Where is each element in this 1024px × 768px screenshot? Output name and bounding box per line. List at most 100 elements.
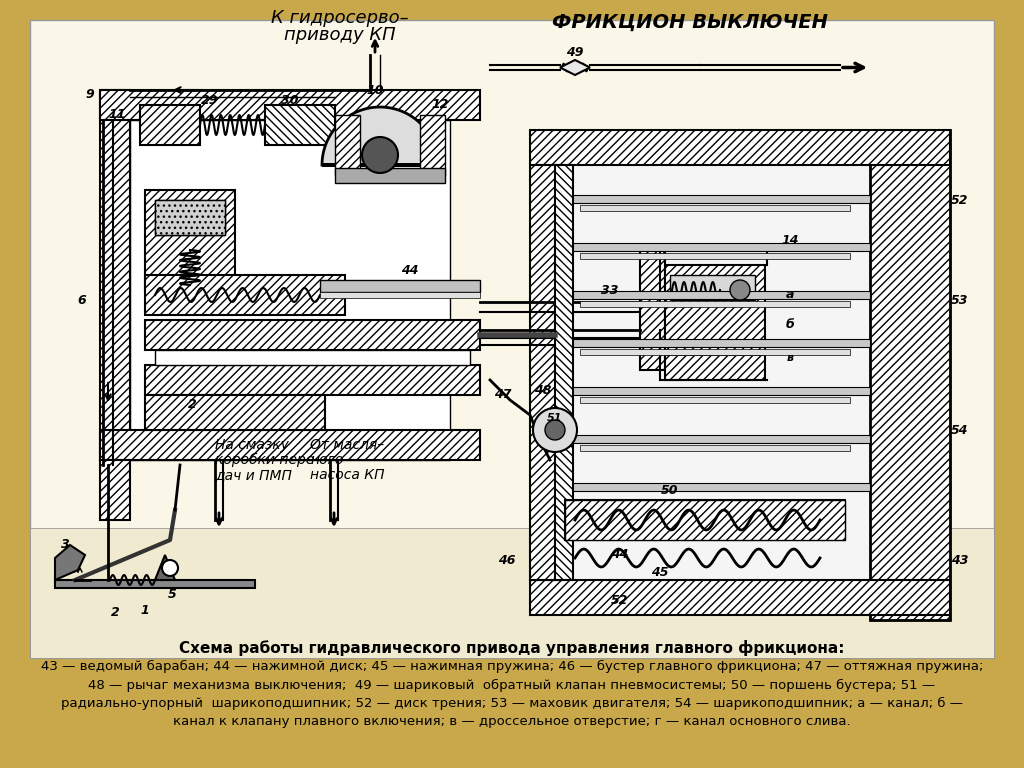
Bar: [530, 580, 950, 615]
Text: 52: 52: [951, 194, 969, 207]
Bar: [55, 580, 255, 588]
Bar: [580, 397, 850, 403]
Bar: [560, 243, 870, 251]
Bar: [319, 292, 480, 298]
Bar: [145, 365, 480, 395]
Text: 48 — рычаг механизма выключения;  49 — шариковый  обратный клапан пневмосистемы;: 48 — рычаг механизма выключения; 49 — ша…: [88, 678, 936, 691]
Bar: [319, 280, 480, 292]
Text: 46: 46: [499, 554, 516, 567]
Text: 9: 9: [86, 88, 94, 101]
Text: 50: 50: [662, 484, 679, 496]
Text: а: а: [785, 289, 795, 302]
Text: 1: 1: [140, 604, 150, 617]
Text: 47: 47: [495, 389, 512, 402]
Text: дач и ПМП: дач и ПМП: [215, 468, 292, 482]
Text: 45: 45: [651, 567, 669, 580]
Text: 30: 30: [282, 94, 299, 107]
Text: 3: 3: [60, 538, 70, 551]
Bar: [640, 250, 665, 370]
Bar: [30, 528, 994, 658]
Text: 44: 44: [611, 548, 629, 561]
Text: К гидросерво–: К гидросерво–: [271, 9, 409, 27]
Text: радиально-упорный  шарикоподшипник; 52 — диск трения; 53 — маховик двигателя; 54: радиально-упорный шарикоподшипник; 52 — …: [61, 697, 963, 710]
Circle shape: [362, 137, 398, 173]
Bar: [155, 200, 225, 235]
Bar: [100, 430, 480, 460]
Bar: [580, 301, 850, 307]
Bar: [670, 275, 755, 300]
Bar: [145, 395, 325, 430]
Bar: [145, 275, 345, 315]
Bar: [560, 195, 870, 203]
Bar: [580, 445, 850, 451]
Polygon shape: [155, 555, 175, 580]
Text: 33: 33: [601, 283, 618, 296]
Bar: [155, 350, 470, 365]
Text: коробки пере–: коробки пере–: [215, 453, 322, 467]
Text: приводу КП: приводу КП: [285, 26, 396, 44]
Bar: [665, 265, 765, 355]
Bar: [335, 115, 360, 175]
Bar: [420, 115, 445, 175]
Bar: [560, 165, 870, 580]
Bar: [565, 500, 845, 540]
Circle shape: [534, 408, 577, 452]
Text: 6: 6: [78, 293, 86, 306]
Text: 54: 54: [951, 423, 969, 436]
Text: 48: 48: [535, 383, 552, 396]
Text: 51: 51: [547, 413, 563, 423]
Bar: [560, 387, 870, 395]
Text: 12: 12: [431, 98, 449, 111]
Text: б: б: [785, 319, 795, 332]
Bar: [565, 500, 845, 540]
Bar: [870, 130, 950, 620]
Text: 5: 5: [168, 588, 176, 601]
Text: 2: 2: [187, 399, 197, 412]
Bar: [580, 205, 850, 211]
Text: 2: 2: [111, 607, 120, 620]
Text: канал к клапану плавного включения; в — дроссельное отверстие; г — канал основно: канал к клапану плавного включения; в — …: [173, 714, 851, 727]
Bar: [555, 165, 573, 580]
Text: 11: 11: [109, 108, 126, 121]
Circle shape: [730, 280, 750, 300]
Bar: [140, 105, 200, 145]
Text: 44: 44: [401, 263, 419, 276]
Circle shape: [545, 420, 565, 440]
Text: 10: 10: [367, 84, 384, 97]
Bar: [335, 168, 445, 183]
Bar: [130, 120, 450, 460]
Bar: [530, 165, 560, 580]
Text: насоса КП: насоса КП: [310, 468, 384, 482]
Polygon shape: [322, 107, 438, 165]
Bar: [560, 435, 870, 443]
Text: 53: 53: [951, 293, 969, 306]
Bar: [100, 90, 480, 120]
Bar: [100, 90, 130, 460]
Text: 49: 49: [566, 47, 584, 59]
Text: От масля–: От масля–: [310, 438, 384, 452]
Text: 43: 43: [951, 554, 969, 567]
Text: 14: 14: [781, 233, 799, 247]
Bar: [145, 190, 234, 290]
Bar: [580, 349, 850, 355]
Bar: [560, 291, 870, 299]
Text: 43 — ведомый барабан; 44 — нажимной диск; 45 — нажимная пружина; 46 — бустер гла: 43 — ведомый барабан; 44 — нажимной диск…: [41, 660, 983, 673]
Text: На смазку: На смазку: [215, 438, 289, 452]
Polygon shape: [560, 60, 590, 75]
Bar: [30, 20, 994, 658]
Bar: [265, 105, 335, 145]
Polygon shape: [55, 545, 85, 580]
Circle shape: [162, 560, 178, 576]
Bar: [580, 253, 850, 259]
Bar: [155, 200, 225, 235]
Bar: [100, 460, 130, 520]
Text: в: в: [786, 353, 794, 363]
Bar: [145, 320, 480, 350]
Text: Схема работы гидравлического привода управления главного фрикциона:: Схема работы гидравлического привода упр…: [179, 640, 845, 656]
Bar: [560, 339, 870, 347]
Text: ного: ного: [310, 453, 343, 467]
Text: 52: 52: [611, 594, 629, 607]
Bar: [560, 483, 870, 491]
Text: ФРИКЦИОН ВЫКЛЮЧЕН: ФРИКЦИОН ВЫКЛЮЧЕН: [552, 12, 828, 31]
Bar: [530, 130, 950, 165]
